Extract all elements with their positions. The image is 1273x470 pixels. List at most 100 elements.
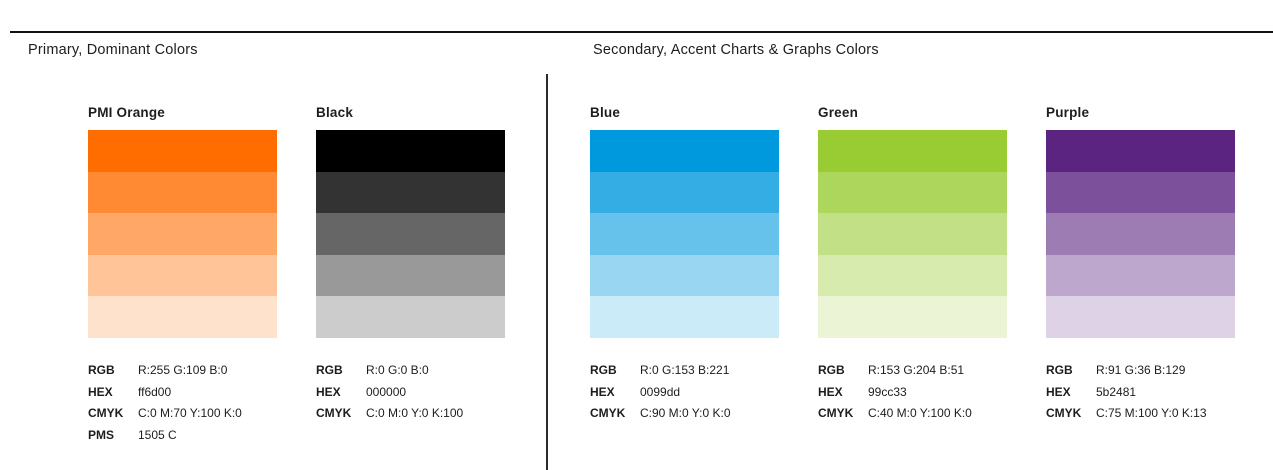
spec-label: HEX [316, 384, 341, 399]
spec-value: ff6d00 [138, 384, 172, 399]
spec-label: RGB [1046, 363, 1073, 377]
spec-label: RGB [818, 363, 845, 377]
spec-value: R:0 G:153 B:221 [640, 363, 730, 377]
tint-stack [818, 130, 1007, 338]
color-card-green: Green RGB R:153 G:204 B:51 HEX 99cc33 [818, 105, 1007, 425]
tint-band-60 [88, 213, 277, 255]
tint-stack [88, 130, 277, 338]
spec-row-rgb: RGB R:255 G:109 B:0 [88, 360, 277, 382]
spec-row-hex: HEX 0099dd [590, 382, 779, 404]
tint-band-60 [818, 213, 1007, 255]
tint-band-40 [316, 254, 505, 296]
spec-row-cmyk: CMYK C:40 M:0 Y:100 K:0 [818, 403, 1007, 425]
tint-band-100 [316, 130, 505, 172]
spec-row-cmyk: CMYK C:90 M:0 Y:0 K:0 [590, 403, 779, 425]
spec-value: C:40 M:0 Y:100 K:0 [868, 406, 972, 420]
tint-band-20 [590, 296, 779, 338]
spec-label: RGB [316, 363, 343, 377]
spec-row-cmyk: CMYK C:0 M:70 Y:100 K:0 [88, 403, 277, 425]
tint-stack [316, 130, 505, 338]
tint-band-100 [88, 130, 277, 172]
spec-row-cmyk: CMYK C:75 M:100 Y:0 K:13 [1046, 403, 1235, 425]
spec-value: R:153 G:204 B:51 [868, 363, 965, 377]
spec-value: R:255 G:109 B:0 [138, 363, 228, 377]
spec-label: HEX [1046, 384, 1071, 399]
tint-band-60 [590, 213, 779, 255]
tint-stack [1046, 130, 1235, 338]
secondary-colors-section: Secondary, Accent Charts & Graphs Colors… [547, 0, 1273, 470]
spec-label: HEX [88, 384, 113, 399]
spec-row-rgb: RGB R:153 G:204 B:51 [818, 360, 1007, 382]
spec-row-rgb: RGB R:0 G:153 B:221 [590, 360, 779, 382]
tint-band-40 [1046, 254, 1235, 296]
tint-band-100 [818, 130, 1007, 172]
tint-band-80 [590, 171, 779, 213]
tint-band-60 [1046, 213, 1235, 255]
spec-label: CMYK [316, 406, 352, 420]
tint-band-60 [316, 213, 505, 255]
spec-label: CMYK [1046, 406, 1082, 420]
color-card-blue: Blue RGB R:0 G:153 B:221 HEX 0099dd [590, 105, 779, 425]
primary-colors-section: Primary, Dominant Colors PMI Orange RGB … [0, 0, 546, 470]
spec-label: CMYK [88, 406, 124, 420]
primary-section-title: Primary, Dominant Colors [28, 42, 198, 58]
color-specs: RGB R:0 G:0 B:0 HEX 000000 CMYK C:0 M:0 … [316, 360, 505, 425]
spec-label: PMS [88, 427, 115, 442]
tint-band-100 [1046, 130, 1235, 172]
tint-band-20 [1046, 296, 1235, 338]
spec-value: C:0 M:70 Y:100 K:0 [138, 406, 242, 420]
tint-band-20 [818, 296, 1007, 338]
spec-row-cmyk: CMYK C:0 M:0 Y:0 K:100 [316, 403, 505, 425]
color-name-label: PMI Orange [88, 105, 166, 120]
color-name-label: Purple [1046, 105, 1090, 120]
spec-value: 99cc33 [868, 384, 907, 399]
tint-band-80 [1046, 171, 1235, 213]
spec-value: C:0 M:0 Y:0 K:100 [366, 406, 464, 420]
color-card-purple: Purple RGB R:91 G:36 B:129 HEX 5b2481 [1046, 105, 1235, 425]
color-name-label: Black [316, 105, 354, 120]
spec-row-rgb: RGB R:0 G:0 B:0 [316, 360, 505, 382]
color-card-pmi-orange: PMI Orange RGB R:255 G:109 B:0 HEX ff [88, 105, 277, 446]
spec-row-rgb: RGB R:91 G:36 B:129 [1046, 360, 1235, 382]
spec-value: 1505 C [138, 427, 177, 442]
spec-label: CMYK [590, 406, 626, 420]
tint-stack [590, 130, 779, 338]
color-specs: RGB R:0 G:153 B:221 HEX 0099dd CMYK C:90… [590, 360, 779, 425]
secondary-section-title: Secondary, Accent Charts & Graphs Colors [593, 42, 879, 58]
tint-band-40 [818, 254, 1007, 296]
spec-row-hex: HEX 5b2481 [1046, 382, 1235, 404]
spec-value: 000000 [366, 384, 407, 399]
spec-value: R:0 G:0 B:0 [366, 363, 429, 377]
spec-label: RGB [88, 363, 115, 377]
color-specs: RGB R:91 G:36 B:129 HEX 5b2481 CMYK C:75… [1046, 360, 1235, 425]
secondary-swatch-row: Blue RGB R:0 G:153 B:221 HEX 0099dd [590, 105, 1235, 425]
top-divider-line [10, 31, 1273, 33]
color-card-black: Black RGB R:0 G:0 B:0 HEX 000000 [316, 105, 505, 446]
tint-band-80 [316, 171, 505, 213]
spec-label: RGB [590, 363, 617, 377]
spec-value: R:91 G:36 B:129 [1096, 363, 1186, 377]
color-name-label: Blue [590, 105, 621, 120]
spec-row-hex: HEX 99cc33 [818, 382, 1007, 404]
tint-band-40 [88, 254, 277, 296]
primary-swatch-row: PMI Orange RGB R:255 G:109 B:0 HEX ff [88, 105, 505, 446]
spec-value: C:75 M:100 Y:0 K:13 [1096, 406, 1207, 420]
tint-band-20 [88, 296, 277, 338]
spec-value: C:90 M:0 Y:0 K:0 [640, 406, 731, 420]
section-divider-line [546, 74, 548, 470]
spec-value: 0099dd [640, 384, 681, 399]
color-specs: RGB R:153 G:204 B:51 HEX 99cc33 CMYK C:4… [818, 360, 1007, 425]
spec-value: 5b2481 [1096, 384, 1137, 399]
spec-row-hex: HEX ff6d00 [88, 382, 277, 404]
spec-row-hex: HEX 000000 [316, 382, 505, 404]
tint-band-80 [818, 171, 1007, 213]
spec-label: HEX [818, 384, 843, 399]
spec-label: HEX [590, 384, 615, 399]
spec-label: CMYK [818, 406, 854, 420]
color-specs: RGB R:255 G:109 B:0 HEX ff6d00 CMYK C:0 … [88, 360, 277, 446]
tint-band-80 [88, 171, 277, 213]
spec-row-pms: PMS 1505 C [88, 425, 277, 447]
tint-band-100 [590, 130, 779, 172]
color-name-label: Green [818, 105, 859, 120]
